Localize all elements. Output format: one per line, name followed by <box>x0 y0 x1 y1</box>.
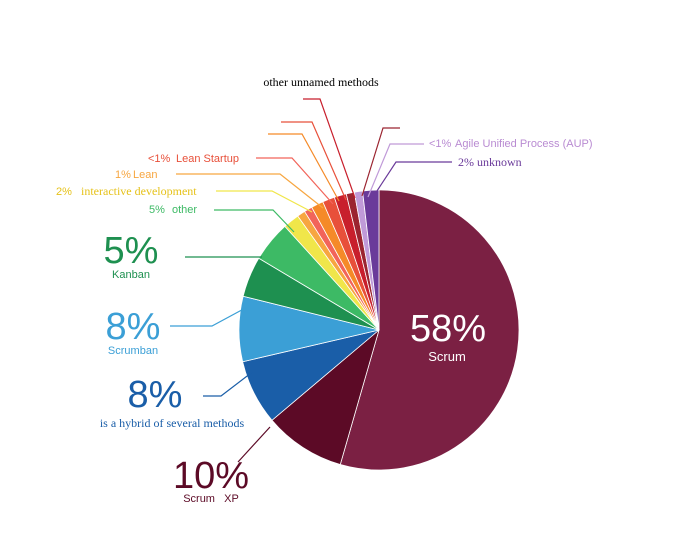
leader-line-3 <box>170 304 252 327</box>
leader-line-11 <box>303 98 356 199</box>
slice-label-lean: Lean <box>133 169 157 181</box>
slice-value-lean-startup: <1% <box>148 153 171 165</box>
slice-label-lean-startup: Lean Startup <box>176 153 239 165</box>
slice-label-scrumban: Scrumban <box>108 345 158 357</box>
leader-line-12 <box>361 127 400 197</box>
slice-label-kanban: Kanban <box>112 269 150 281</box>
slice-label-scrum: Scrum <box>428 349 466 364</box>
leader-line-5 <box>214 209 295 233</box>
slice-value-unknown: 2% <box>458 155 474 169</box>
slice-value-other: 5% <box>149 204 165 216</box>
slice-value-lean: 1% <box>115 169 131 181</box>
slice-label-interactive: interactive development <box>81 184 197 198</box>
leader-line-10 <box>281 121 347 201</box>
leader-line-2 <box>203 369 256 397</box>
slice-value-interactive: 2% <box>56 186 72 198</box>
slice-value-scrum: 58% <box>410 308 486 350</box>
slice-value-scrumban: 8% <box>106 306 161 348</box>
leader-line-14 <box>372 161 452 198</box>
slice-label-aup: Agile Unified Process (AUP) <box>455 138 593 150</box>
slice-value-hybrid: 8% <box>128 374 183 416</box>
slice-label-other-unnamed: other unnamed methods <box>263 75 379 89</box>
pie-slices <box>238 189 520 471</box>
leader-line-8 <box>256 157 334 205</box>
slice-value-aup: <1% <box>429 138 452 150</box>
slice-label-other: other <box>172 204 197 216</box>
pie-slice-1 <box>271 328 380 466</box>
slice-value-scrum-xp: 10% <box>173 455 249 497</box>
leader-line-6 <box>216 190 313 213</box>
slice-label-hybrid: is a hybrid of several methods <box>100 416 245 430</box>
slice-label-scrum-xp: Scrum XP <box>183 493 239 505</box>
leader-line-1 <box>237 426 271 463</box>
slice-label-unknown: unknown <box>477 155 522 169</box>
leader-line-9 <box>268 133 340 202</box>
leader-lines <box>170 98 452 463</box>
leader-line-7 <box>176 173 324 209</box>
pie-slice-0 <box>339 189 520 471</box>
slice-value-kanban: 5% <box>104 230 159 272</box>
leader-line-13 <box>367 143 424 198</box>
